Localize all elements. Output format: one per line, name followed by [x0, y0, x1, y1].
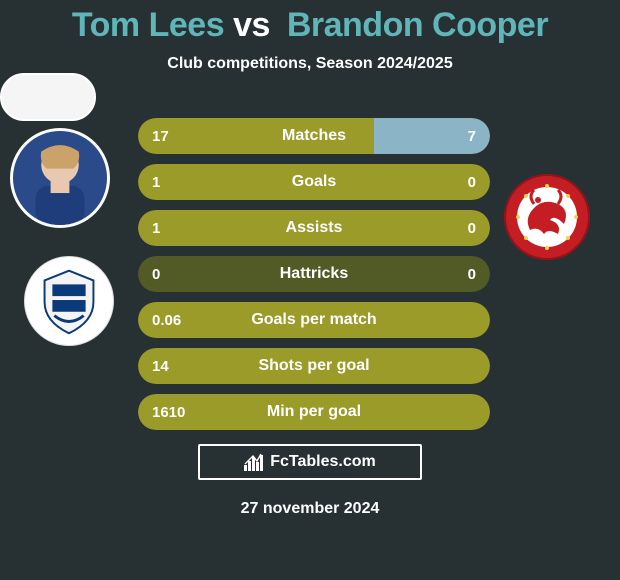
stat-row: 10Goals — [138, 164, 490, 200]
club-badge-right-icon — [504, 174, 590, 260]
stat-label: Matches — [138, 118, 490, 154]
stat-row: 1610Min per goal — [138, 394, 490, 430]
player2-name: Brandon Cooper — [287, 6, 548, 44]
player1-name: Tom Lees — [72, 6, 224, 44]
stat-row: 177Matches — [138, 118, 490, 154]
comparison-infographic: Tom Lees vs Brandon Cooper Club competit… — [0, 0, 620, 580]
stat-row: 10Assists — [138, 210, 490, 246]
stat-label: Min per goal — [138, 394, 490, 430]
stat-row: 14Shots per goal — [138, 348, 490, 384]
player1-avatar-placeholder — [13, 131, 107, 225]
infographic-date: 27 november 2024 — [0, 500, 620, 518]
stat-row: 00Hattricks — [138, 256, 490, 292]
player1-avatar — [10, 128, 110, 228]
stat-row: 0.06Goals per match — [138, 302, 490, 338]
page-title: Tom Lees vs Brandon Cooper — [0, 0, 620, 45]
watermark-logo-icon — [244, 453, 264, 471]
vs-label: vs — [233, 6, 270, 44]
stat-label: Assists — [138, 210, 490, 246]
player2-avatar — [0, 73, 96, 121]
stat-label: Goals per match — [138, 302, 490, 338]
watermark-text: FcTables.com — [270, 453, 376, 471]
stat-label: Goals — [138, 164, 490, 200]
subtitle: Club competitions, Season 2024/2025 — [0, 55, 620, 73]
player2-club-badge — [504, 174, 590, 260]
stat-label: Hattricks — [138, 256, 490, 292]
club-badge-left-icon — [25, 257, 113, 345]
comparison-bars: 177Matches 10Goals 10Assists 00Hattricks 0.0… — [138, 118, 490, 440]
player1-club-badge — [24, 256, 114, 346]
watermark: FcTables.com — [198, 444, 422, 480]
stat-label: Shots per goal — [138, 348, 490, 384]
